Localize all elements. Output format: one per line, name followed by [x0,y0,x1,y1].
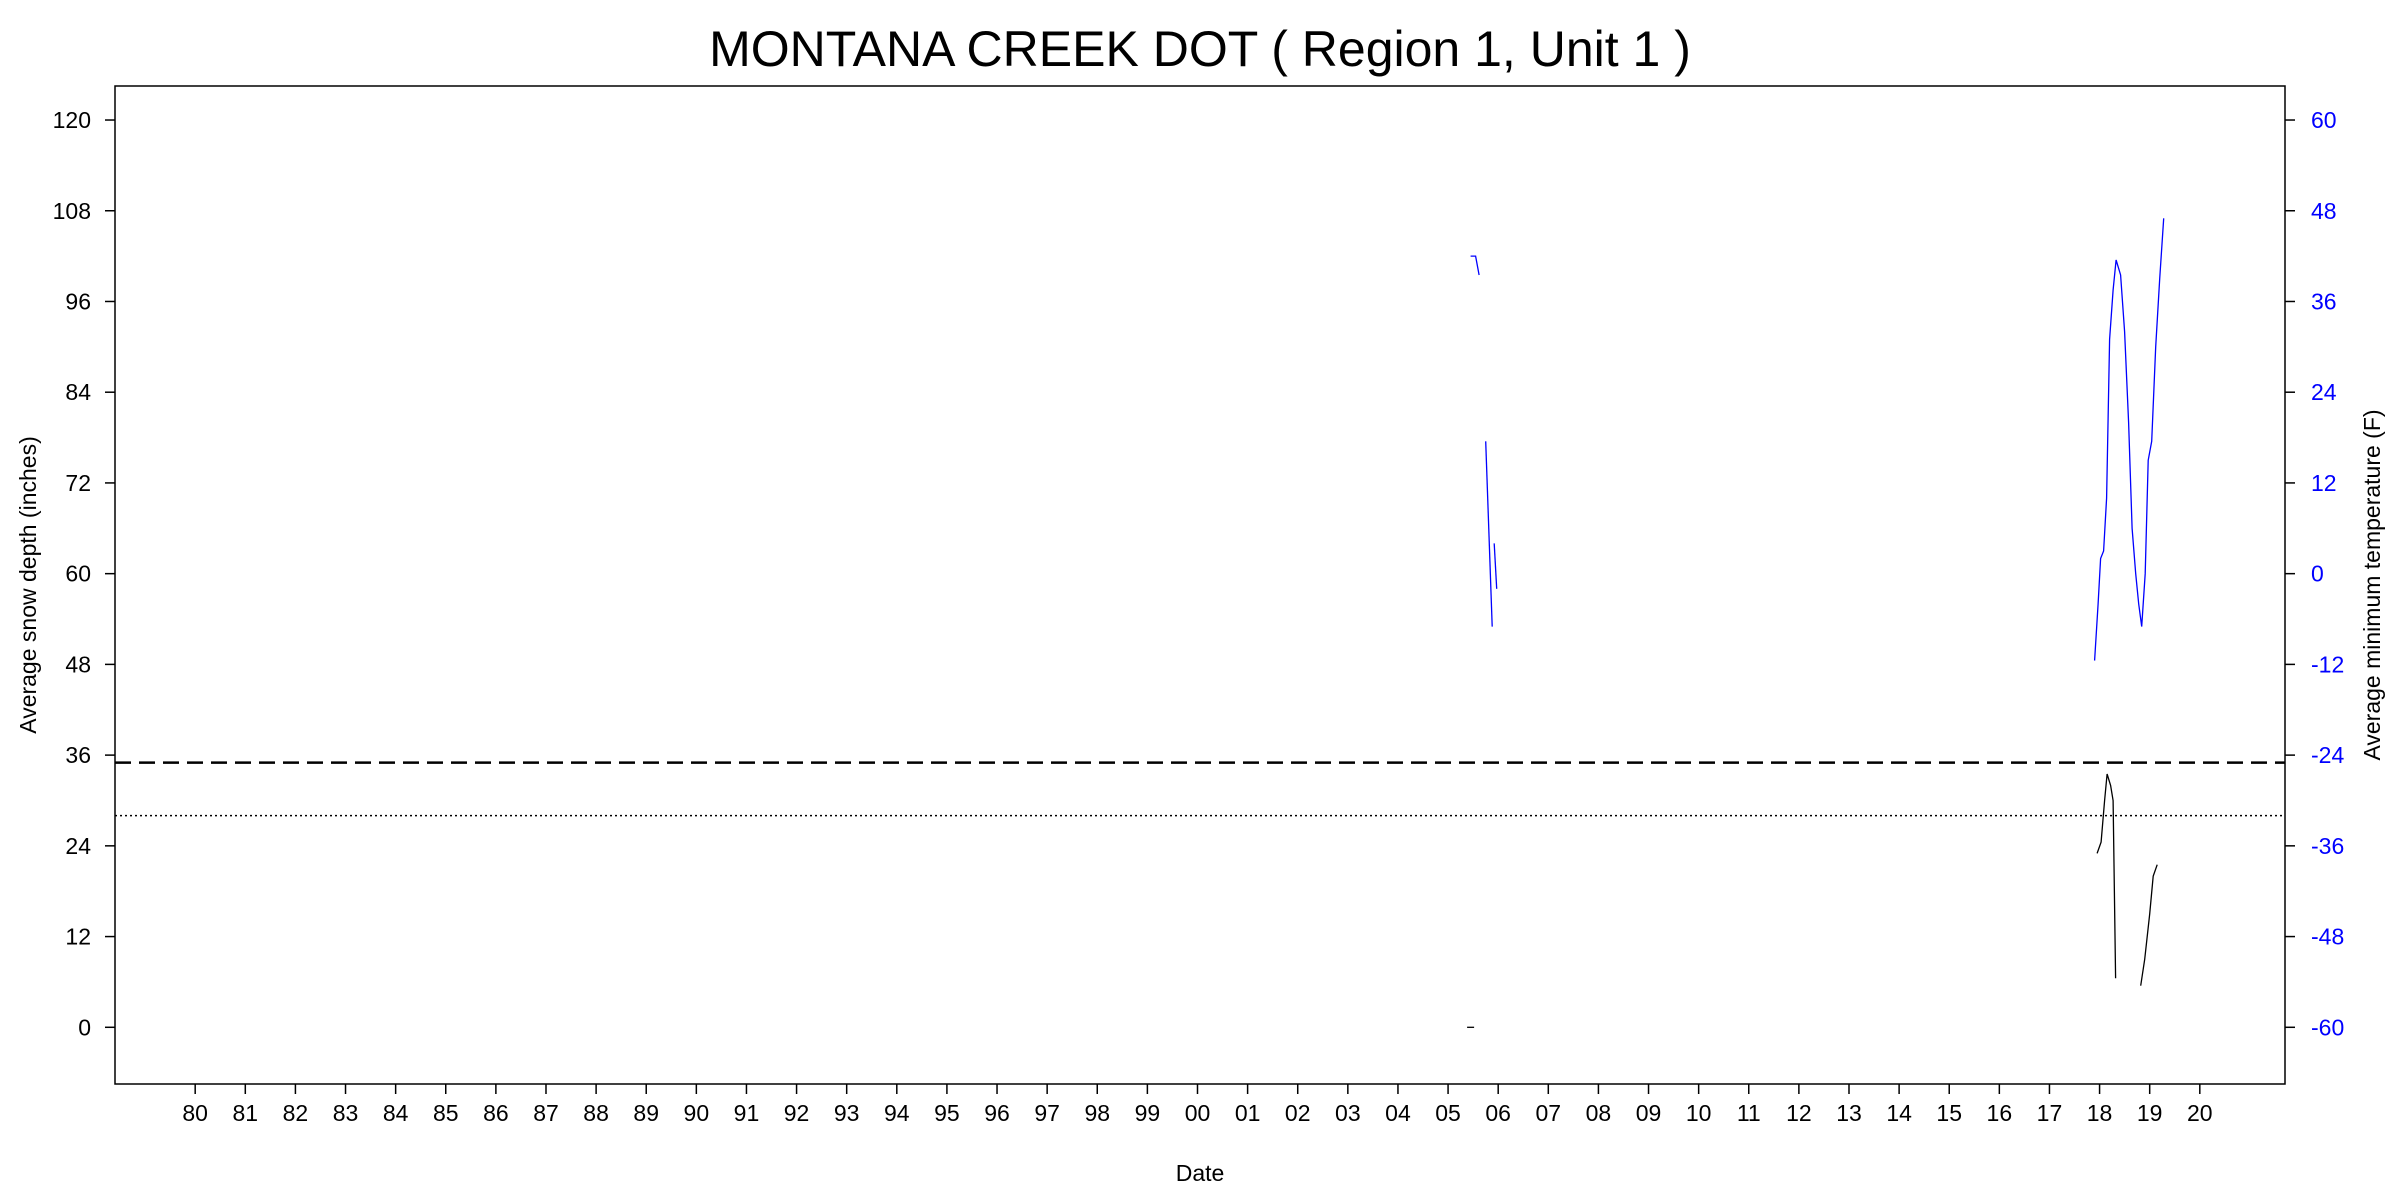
y-tick-label: 36 [65,742,91,768]
x-tick-label: 01 [1235,1100,1261,1126]
x-tick-label: 80 [182,1100,208,1126]
x-tick-label: 87 [533,1100,559,1126]
x-tick-label: 95 [934,1100,960,1126]
y2-tick-label: -12 [2311,651,2344,677]
x-tick-label: 82 [283,1100,309,1126]
chart-title: MONTANA CREEK DOT ( Region 1, Unit 1 ) [709,21,1691,77]
x-tick-label: 13 [1836,1100,1862,1126]
x-tick-label: 94 [884,1100,910,1126]
y2-tick-label: 48 [2311,198,2337,224]
y-tick-label: 60 [65,561,91,587]
y-tick-label: 120 [53,107,91,133]
y2-tick-label: 12 [2311,470,2337,496]
x-tick-label: 06 [1485,1100,1511,1126]
x-axis: 80 81 82 83 84 85 86 87 88 89 90 91 92 93 94 95 96 97 98 99… [182,1084,2213,1126]
x-tick-label: 86 [483,1100,509,1126]
x-tick-label: 05 [1435,1100,1461,1126]
x-tick-label: 15 [1936,1100,1962,1126]
x-tick-label: 17 [2037,1100,2063,1126]
x-tick-label: 08 [1586,1100,1612,1126]
x-tick-label: 89 [633,1100,659,1126]
x-tick-label: 83 [333,1100,359,1126]
y-tick-label: 72 [65,470,91,496]
x-tick-label: 02 [1285,1100,1311,1126]
temperature-line [2093,218,2165,661]
x-tick-label: 03 [1335,1100,1361,1126]
x-tick-label: 18 [2087,1100,2113,1126]
y-axis-left: 0 12 24 36 48 60 72 84 96 108 120 [53,107,115,1040]
plot-frame [114,85,2286,1085]
y2-tick-label: 0 [2311,561,2324,587]
temperature-line [1493,543,1498,589]
y-axis-title-right: Average minimum temperature (F) [2359,409,2385,760]
x-axis-title: Date [1176,1160,1225,1186]
snow-depth-line [2096,773,2117,979]
y2-tick-label: 60 [2311,107,2337,133]
x-tick-label: 97 [1034,1100,1060,1126]
y-axis-title-left: Average snow depth (inches) [15,436,41,733]
temperature-line [1485,441,1493,627]
x-tick-label: 88 [583,1100,609,1126]
x-tick-label: 19 [2137,1100,2163,1126]
x-tick-label: 16 [1987,1100,2013,1126]
y-tick-label: 0 [78,1014,91,1040]
x-tick-label: 09 [1636,1100,1662,1126]
x-tick-label: 10 [1686,1100,1712,1126]
y2-tick-label: 36 [2311,288,2337,314]
x-tick-label: 99 [1135,1100,1161,1126]
x-tick-label: 85 [433,1100,459,1126]
x-tick-label: 14 [1886,1100,1912,1126]
x-tick-label: 07 [1536,1100,1562,1126]
x-tick-label: 90 [684,1100,710,1126]
y-tick-label: 84 [65,379,91,405]
x-tick-label: 81 [233,1100,259,1126]
y2-tick-label: -24 [2311,742,2344,768]
y-axis-right: -60 -48 -36 -24 -12 0 12 24 36 48 60 [2285,107,2344,1040]
x-tick-label: 04 [1385,1100,1411,1126]
x-tick-label: 00 [1185,1100,1211,1126]
x-tick-label: 91 [734,1100,760,1126]
y-tick-label: 108 [53,198,91,224]
x-tick-label: 98 [1084,1100,1110,1126]
temperature-line [1470,255,1480,276]
y2-tick-label: -48 [2311,924,2344,950]
y2-tick-label: 24 [2311,379,2337,405]
x-tick-label: 12 [1786,1100,1812,1126]
y-tick-label: 48 [65,651,91,677]
x-tick-label: 92 [784,1100,810,1126]
y-tick-label: 24 [65,833,91,859]
series-layer [1467,218,2165,1028]
y2-tick-label: -60 [2311,1014,2344,1040]
x-tick-label: 84 [383,1100,409,1126]
snow-depth-line [2140,864,2158,986]
y2-tick-label: -36 [2311,833,2344,859]
x-tick-label: 20 [2187,1100,2213,1126]
x-tick-label: 93 [834,1100,860,1126]
x-tick-label: 96 [984,1100,1010,1126]
y-tick-label: 96 [65,288,91,314]
y-tick-label: 12 [65,924,91,950]
reference-lines [115,761,2285,817]
x-tick-label: 11 [1737,1100,1761,1126]
